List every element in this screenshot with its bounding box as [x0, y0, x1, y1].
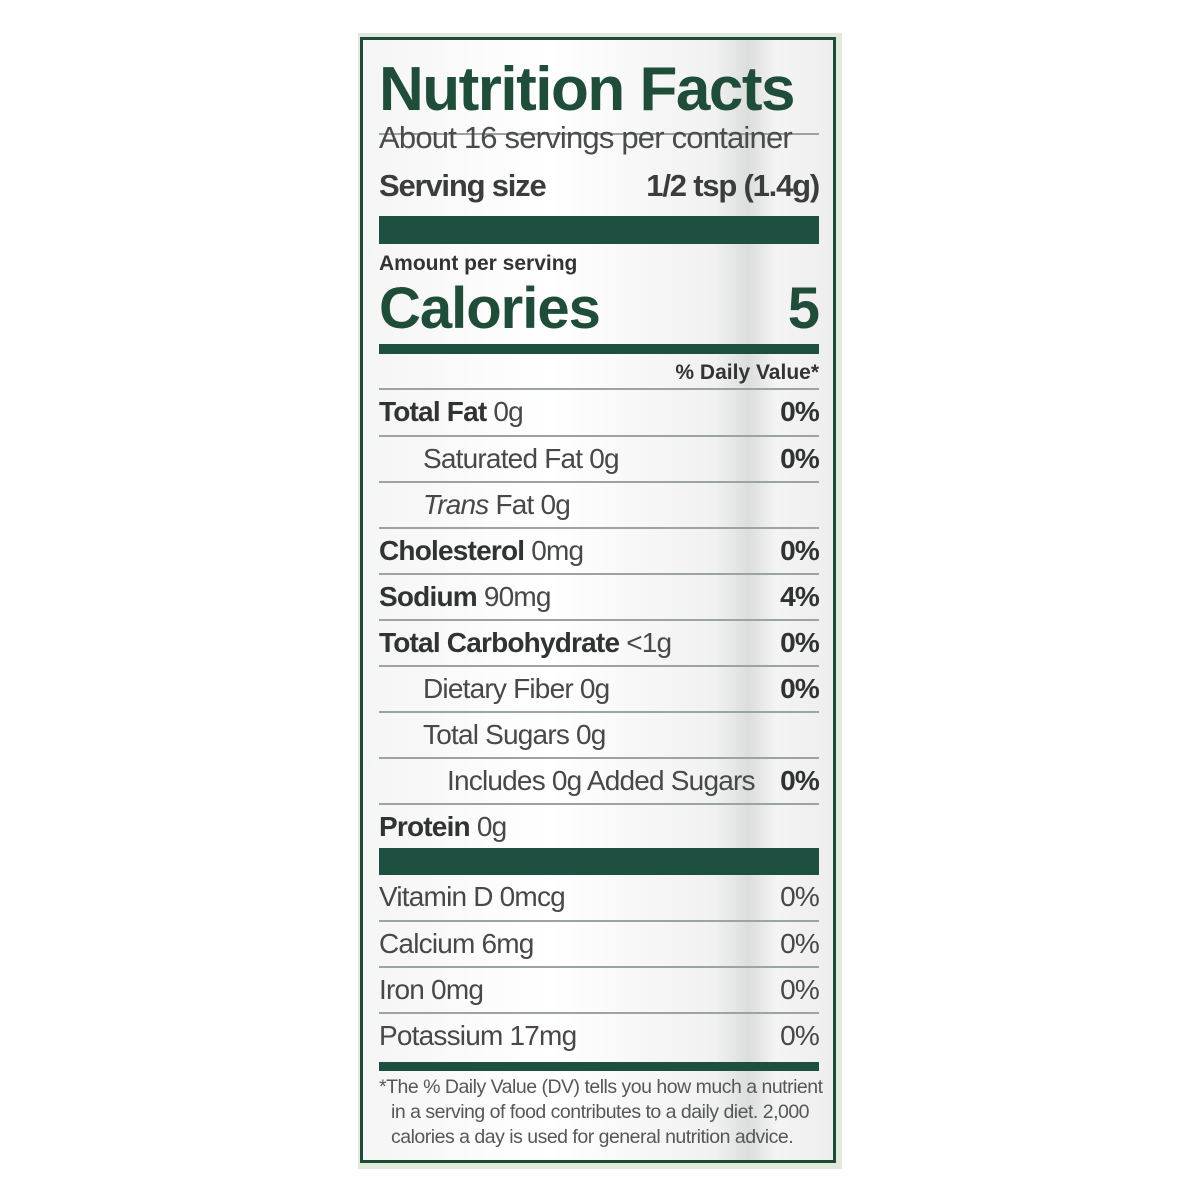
nutrition-facts-panel: Nutrition Facts About 16 servings per co…	[360, 37, 836, 1163]
nutrient-label: Sodium 90mg	[379, 581, 552, 613]
calories-label: Calories	[379, 276, 601, 341]
nutrient-daily-value: 0%	[780, 765, 820, 796]
amount-per-serving: Amount per serving	[379, 252, 578, 275]
nutrient-name: Sodium	[379, 581, 478, 612]
nutrient-list: Total Fat 0g 0% Saturated Fat 0g 0% Trans Fa…	[379, 389, 820, 849]
vitamin-label: Potassium 17mg	[379, 1020, 578, 1052]
calories-row: Calories 5	[379, 275, 820, 342]
nutrient-row: Includes 0g Added Sugars 0%	[379, 757, 820, 803]
vitamin-name: Potassium	[379, 1020, 503, 1051]
nutrient-amount: <1g	[626, 627, 672, 658]
nutrient-label: Protein 0g	[379, 811, 507, 843]
footnote-line: *The % Daily Value (DV) tells you how mu…	[379, 1076, 823, 1098]
nutrient-row: Total Sugars 0g	[379, 711, 819, 757]
nutrient-amount: 0g	[493, 396, 523, 427]
thick-divider	[379, 848, 819, 875]
nutrient-label: Saturated Fat 0g	[379, 443, 620, 475]
vitamin-label: Vitamin D 0mcg	[379, 881, 566, 913]
vitamin-row: Calcium 6mg 0%	[379, 920, 820, 966]
vitamin-daily-value: 0%	[780, 928, 820, 959]
calories-value: 5	[787, 276, 820, 341]
nutrient-daily-value: 0%	[780, 627, 820, 658]
vitamin-name: Vitamin D	[379, 881, 493, 912]
nutrient-row: Protein 0g	[379, 803, 819, 849]
nutrient-row: Dietary Fiber 0g 0%	[379, 665, 820, 711]
title: Nutrition Facts	[379, 55, 795, 124]
vitamin-daily-value: 0%	[780, 1020, 820, 1051]
nutrient-name: Total Sugars	[423, 719, 570, 750]
nutrient-label: Dietary Fiber 0g	[379, 673, 610, 705]
nutrient-name: Saturated Fat	[423, 443, 583, 474]
vitamin-label: Calcium 6mg	[379, 928, 534, 960]
nutrient-amount: 0g	[576, 719, 606, 750]
nutrient-label: Total Sugars 0g	[379, 719, 606, 751]
nutrient-name: Trans	[423, 489, 489, 520]
nutrient-name: Total Fat	[379, 396, 487, 427]
vitamin-amount: 6mg	[481, 928, 535, 959]
nutrient-row: Trans Fat 0g	[379, 481, 819, 527]
vitamin-row: Iron 0mg 0%	[379, 966, 820, 1012]
nutrient-label: Trans Fat 0g	[379, 489, 571, 521]
footnote: *The % Daily Value (DV) tells you how mu…	[379, 1075, 823, 1150]
vitamin-name: Iron	[379, 974, 425, 1005]
nutrient-label: Includes 0g Added Sugars	[379, 765, 756, 797]
nutrient-amount: 0g	[589, 443, 619, 474]
medium-divider	[379, 1062, 819, 1071]
vitamin-amount: 0mg	[431, 974, 484, 1005]
nutrient-row: Cholesterol 0mg 0%	[379, 527, 820, 573]
nutrient-amount: 0g	[579, 673, 610, 704]
nutrient-name: Cholesterol	[379, 535, 525, 566]
nutrient-amount: 90mg	[483, 581, 552, 612]
vitamin-row: Vitamin D 0mcg 0%	[379, 874, 820, 920]
nutrient-daily-value: 4%	[780, 581, 820, 612]
footnote-line: in a serving of food contributes to a da…	[391, 1101, 810, 1123]
divider	[379, 388, 819, 390]
nutrient-daily-value: 0%	[780, 443, 820, 474]
serving-size-label: Serving size	[379, 168, 547, 203]
daily-value-header: % Daily Value*	[675, 361, 819, 384]
servings-per-container: About 16 servings per container	[379, 120, 793, 155]
vitamin-daily-value: 0%	[780, 881, 820, 912]
nutrient-name: Includes 0g Added Sugars	[447, 765, 756, 796]
nutrient-amount: 0g	[476, 811, 507, 842]
nutrient-label: Cholesterol 0mg	[379, 535, 584, 567]
nutrient-row: Total Carbohydrate <1g 0%	[379, 619, 820, 665]
vitamin-label: Iron 0mg	[379, 974, 484, 1006]
serving-size-value: 1/2 tsp (1.4g)	[646, 168, 820, 203]
nutrient-name: Total Carbohydrate	[379, 627, 620, 658]
vitamin-amount: 17mg	[509, 1020, 578, 1051]
nutrient-name: Protein	[379, 811, 471, 842]
vitamin-name: Calcium	[379, 928, 475, 959]
vitamin-row: Potassium 17mg 0%	[379, 1012, 820, 1058]
thick-divider	[379, 216, 819, 244]
nutrient-label: Total Fat 0g	[379, 396, 524, 428]
nutrient-daily-value: 0%	[780, 396, 820, 427]
nutrient-row: Saturated Fat 0g 0%	[379, 435, 820, 481]
divider	[379, 133, 819, 135]
vitamin-daily-value: 0%	[780, 974, 820, 1005]
nutrient-label: Total Carbohydrate <1g	[379, 627, 672, 659]
footnote-line: calories a day is used for general nutri…	[391, 1126, 794, 1148]
nutrient-amount: 0mg	[531, 535, 584, 566]
nutrient-daily-value: 0%	[780, 535, 820, 566]
medium-divider	[379, 344, 819, 354]
serving-size-row: Serving size 1/2 tsp (1.4g)	[379, 168, 820, 204]
nutrient-row: Sodium 90mg 4%	[379, 573, 820, 619]
nutrient-amount: 0g	[540, 489, 571, 520]
vitamin-list: Vitamin D 0mcg 0% Calcium 6mg 0% Iron 0mg 0% P…	[379, 874, 820, 1058]
nutrient-name: Dietary Fiber	[423, 673, 574, 704]
vitamin-amount: 0mcg	[499, 881, 566, 912]
nutrient-daily-value: 0%	[780, 673, 820, 704]
nutrient-name-suffix: Fat	[495, 489, 534, 520]
nutrient-row: Total Fat 0g 0%	[379, 389, 820, 435]
